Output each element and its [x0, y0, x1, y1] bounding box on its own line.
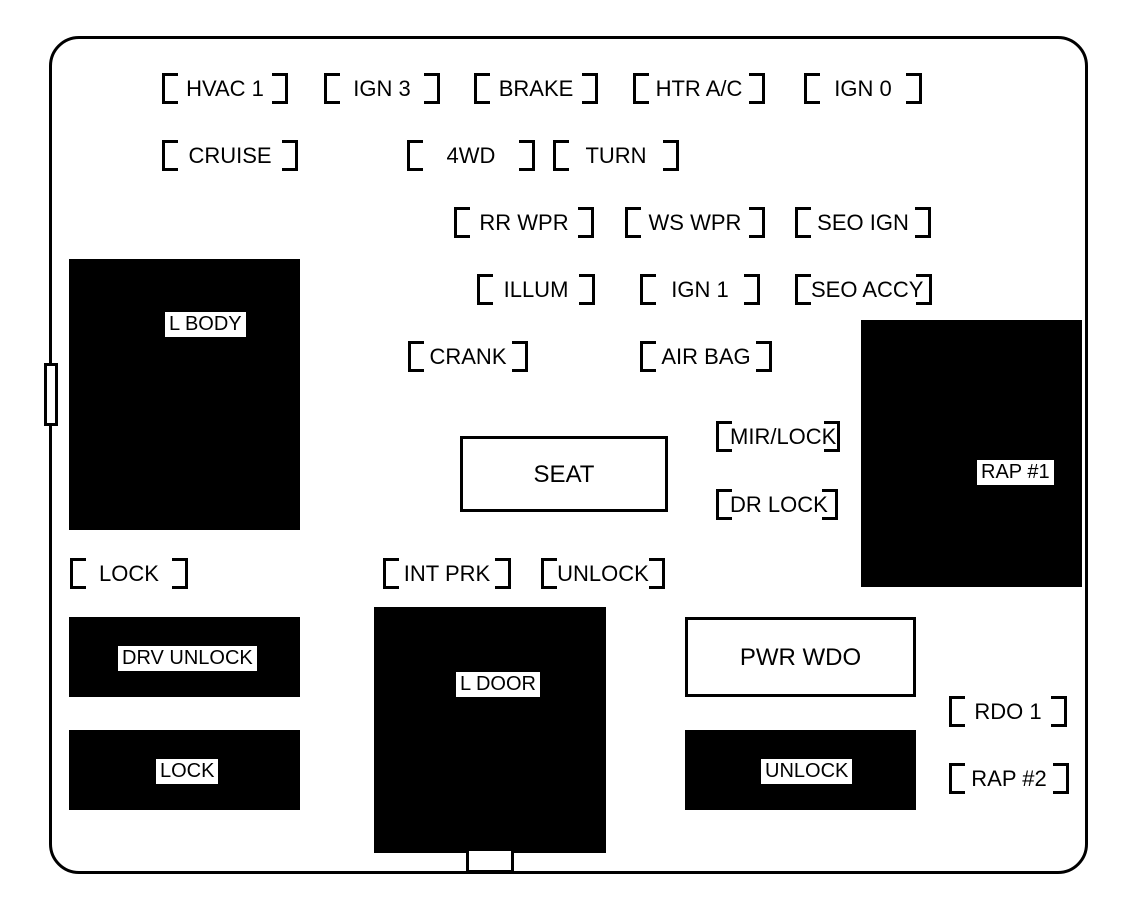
fuse-cruise: CRUISE: [162, 140, 298, 171]
fuse-label-drlock: DR LOCK: [730, 492, 824, 518]
fuse-label-ign3: IGN 3: [340, 76, 424, 102]
relay-lbody: L BODY: [69, 259, 300, 530]
fuse-seoign: SEO IGN: [795, 207, 931, 238]
fuse-label-airbag: AIR BAG: [656, 344, 756, 370]
fuse-label-lock: LOCK: [86, 561, 172, 587]
relay-label-lbody: L BODY: [165, 312, 246, 337]
fuse-label-illum: ILLUM: [493, 277, 579, 303]
fuse-fourwd: 4WD: [407, 140, 535, 171]
fuse-hvac1: HVAC 1: [162, 73, 288, 104]
fuse-ign0: IGN 0: [804, 73, 922, 104]
fuse-label-turn: TURN: [569, 143, 663, 169]
relay-lock2: LOCK: [69, 730, 300, 810]
fuse-airbag: AIR BAG: [640, 341, 772, 372]
fuse-label-rdo1: RDO 1: [965, 699, 1051, 725]
fuse-ign1: IGN 1: [640, 274, 760, 305]
fuse-lock: LOCK: [70, 558, 188, 589]
relay-label-ldoor: L DOOR: [456, 672, 540, 697]
relay-rap1: RAP #1: [861, 320, 1082, 587]
fuse-label-fourwd: 4WD: [423, 143, 519, 169]
fuse-label-wswpr: WS WPR: [641, 210, 749, 236]
fuse-label-hvac1: HVAC 1: [178, 76, 272, 102]
fuse-label-seoign: SEO IGN: [811, 210, 915, 236]
tab-left: [44, 363, 58, 426]
fuse-wswpr: WS WPR: [625, 207, 765, 238]
fuse-turn: TURN: [553, 140, 679, 171]
fuse-drlock: DR LOCK: [716, 489, 838, 520]
relay-unlock2: UNLOCK: [685, 730, 916, 810]
fuse-mirlock: MIR/LOCK: [716, 421, 840, 452]
relay-label-unlock2: UNLOCK: [761, 759, 852, 784]
fuse-brake: BRAKE: [474, 73, 598, 104]
fuse-label-crank: CRANK: [424, 344, 512, 370]
fuse-label-htrac: HTR A/C: [649, 76, 749, 102]
fuse-rap2: RAP #2: [949, 763, 1069, 794]
relay-label-lock2: LOCK: [156, 759, 218, 784]
box-pwrwdo: PWR WDO: [685, 617, 916, 697]
relay-drvunlock: DRV UNLOCK: [69, 617, 300, 697]
relay-label-drvunlock: DRV UNLOCK: [118, 646, 257, 671]
fuse-label-unlock: UNLOCK: [555, 561, 651, 587]
fuse-unlock: UNLOCK: [541, 558, 665, 589]
fuse-intprk: INT PRK: [383, 558, 511, 589]
fuse-label-ign0: IGN 0: [820, 76, 906, 102]
fuse-label-brake: BRAKE: [490, 76, 582, 102]
fuse-label-ign1: IGN 1: [656, 277, 744, 303]
relay-ldoor: L DOOR: [374, 607, 606, 853]
fuse-label-seoaccy: SEO ACCY: [811, 277, 916, 303]
fuse-label-cruise: CRUISE: [178, 143, 282, 169]
fuse-label-intprk: INT PRK: [397, 561, 497, 587]
fuse-rdo1: RDO 1: [949, 696, 1067, 727]
fuse-seoaccy: SEO ACCY: [795, 274, 932, 305]
fuse-label-rap2: RAP #2: [963, 766, 1055, 792]
fuse-label-mirlock: MIR/LOCK: [730, 424, 826, 450]
fuse-ign3: IGN 3: [324, 73, 440, 104]
fuse-diagram: HVAC 1 IGN 3 BRAKE HTR A/C IGN 0 CRUISE 4WD TUR…: [0, 0, 1134, 898]
box-label-seat: SEAT: [463, 461, 665, 489]
box-seat: SEAT: [460, 436, 668, 512]
fuse-illum: ILLUM: [477, 274, 595, 305]
fuse-crank: CRANK: [408, 341, 528, 372]
fuse-rrwpr: RR WPR: [454, 207, 594, 238]
fuse-label-rrwpr: RR WPR: [470, 210, 578, 236]
tab-bottom: [466, 848, 514, 873]
relay-label-rap1: RAP #1: [977, 460, 1054, 485]
box-label-pwrwdo: PWR WDO: [688, 644, 913, 672]
fuse-htrac: HTR A/C: [633, 73, 765, 104]
